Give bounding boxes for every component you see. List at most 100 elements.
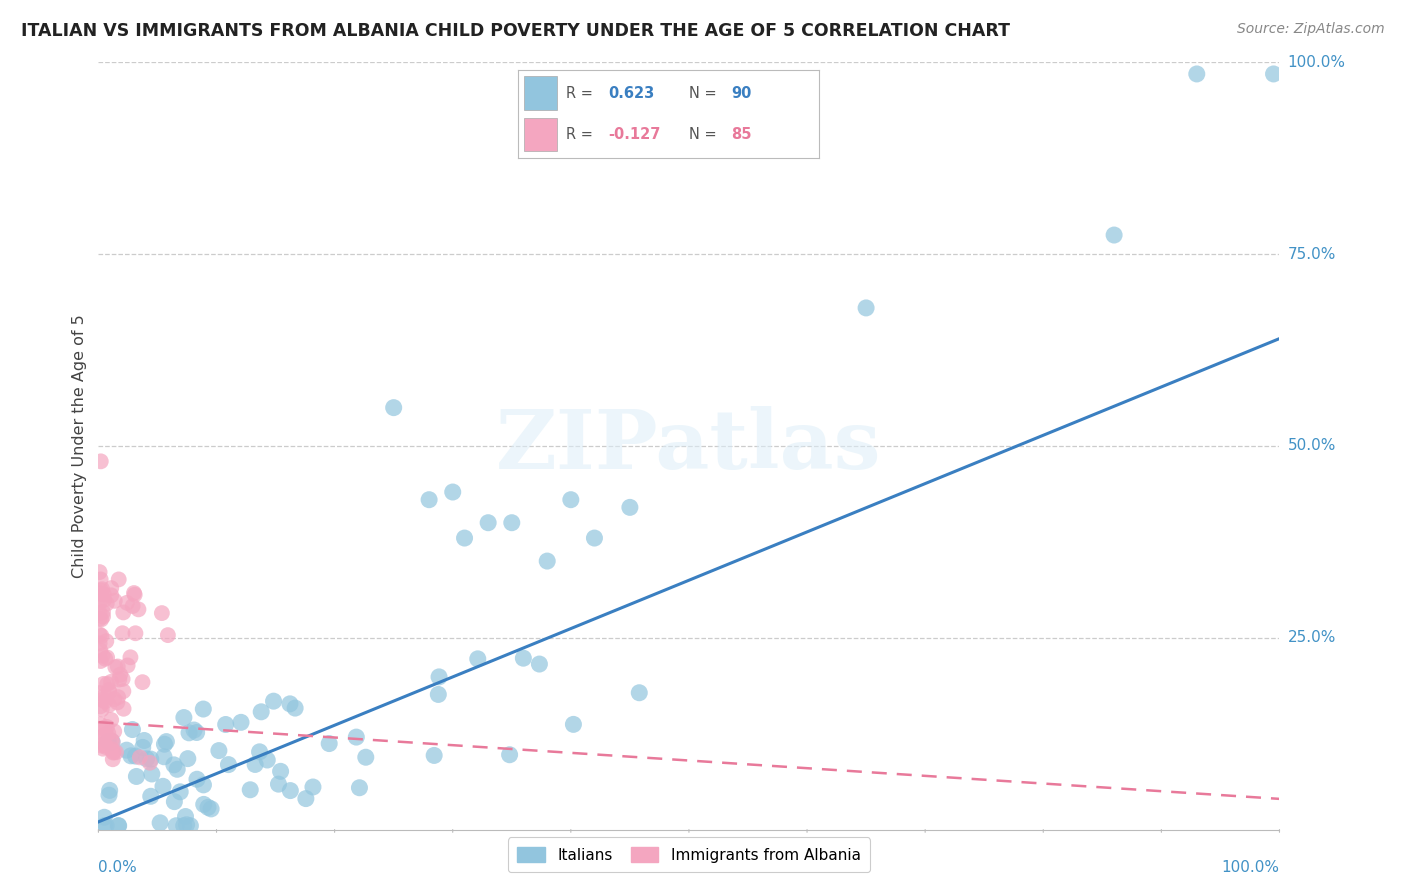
Point (94, 728, 117, 742)
Point (105, 695, 128, 709)
Point (132, 740, 155, 755)
Point (89, 636, 111, 650)
Point (197, 800, 219, 814)
Point (249, 745, 271, 759)
Point (107, 690, 129, 705)
Point (256, 753, 278, 767)
Point (93, 677, 115, 691)
Point (91, 648, 114, 663)
Y-axis label: Child Poverty Under the Age of 5: Child Poverty Under the Age of 5 (72, 314, 87, 578)
Point (200, 802, 222, 816)
Point (193, 702, 215, 716)
Point (91, 693, 114, 707)
Point (177, 726, 200, 740)
Point (354, 750, 377, 764)
Point (90, 583, 112, 598)
Point (186, 772, 208, 787)
Point (349, 780, 371, 795)
Point (90, 573, 112, 587)
Point (96, 720, 118, 734)
Point (583, 531, 606, 545)
Point (94, 739, 117, 753)
Point (89, 595, 111, 609)
Point (107, 819, 129, 833)
Point (135, 752, 157, 766)
Text: 25.0%: 25.0% (1288, 631, 1336, 645)
Text: Source: ZipAtlas.com: Source: ZipAtlas.com (1237, 22, 1385, 37)
Point (218, 757, 240, 772)
Point (103, 692, 125, 706)
Point (89, 643, 111, 657)
Text: ITALIAN VS IMMIGRANTS FROM ALBANIA CHILD POVERTY UNDER THE AGE OF 5 CORRELATION : ITALIAN VS IMMIGRANTS FROM ALBANIA CHILD… (21, 22, 1010, 40)
Point (453, 531, 475, 545)
Legend: Italians, Immigrants from Albania: Italians, Immigrants from Albania (508, 838, 870, 871)
Point (89, 565, 111, 579)
Point (100, 742, 122, 756)
Point (529, 657, 551, 671)
Point (97, 698, 120, 712)
Point (477, 516, 499, 530)
Text: ZIPatlas: ZIPatlas (496, 406, 882, 486)
Point (619, 500, 641, 515)
Point (193, 797, 215, 812)
Point (111, 672, 134, 686)
Point (177, 751, 200, 765)
Point (441, 485, 464, 500)
Point (94, 652, 117, 666)
Point (110, 667, 132, 681)
Point (90, 629, 112, 643)
Point (562, 717, 585, 731)
Point (94, 694, 117, 708)
Point (302, 780, 325, 794)
Point (128, 750, 150, 764)
Point (193, 778, 215, 792)
Point (186, 725, 208, 739)
Point (91, 730, 114, 744)
Point (153, 749, 176, 764)
Point (96, 597, 118, 611)
Point (318, 737, 340, 751)
Point (93, 689, 115, 703)
Point (103, 746, 125, 760)
Point (536, 554, 558, 568)
Point (208, 743, 231, 757)
Point (173, 819, 195, 833)
Point (139, 752, 162, 766)
Point (165, 819, 187, 833)
Point (111, 626, 134, 640)
Point (100, 581, 122, 595)
Point (91, 741, 114, 756)
Point (105, 745, 128, 759)
Point (176, 818, 198, 832)
Point (284, 701, 307, 715)
Point (122, 586, 145, 600)
Point (418, 492, 440, 507)
Point (104, 660, 127, 674)
Point (121, 723, 143, 737)
Point (1102, 227, 1125, 242)
Point (1263, 67, 1285, 81)
Point (382, 401, 405, 415)
Point (107, 819, 129, 833)
Point (134, 733, 156, 747)
Point (125, 769, 148, 783)
Point (124, 749, 146, 764)
Point (295, 791, 318, 805)
Point (93, 810, 115, 824)
Point (427, 670, 450, 684)
Point (103, 724, 125, 739)
Point (96, 677, 118, 691)
Point (1185, 67, 1208, 81)
Point (163, 757, 186, 772)
Text: 100.0%: 100.0% (1222, 860, 1279, 875)
Point (90, 739, 112, 753)
Point (120, 650, 142, 665)
Point (149, 815, 172, 830)
Text: 0.0%: 0.0% (98, 860, 138, 875)
Point (423, 748, 446, 763)
Point (112, 684, 135, 698)
Point (89, 587, 111, 601)
Point (107, 659, 129, 673)
Point (96, 650, 118, 665)
Point (263, 694, 285, 708)
